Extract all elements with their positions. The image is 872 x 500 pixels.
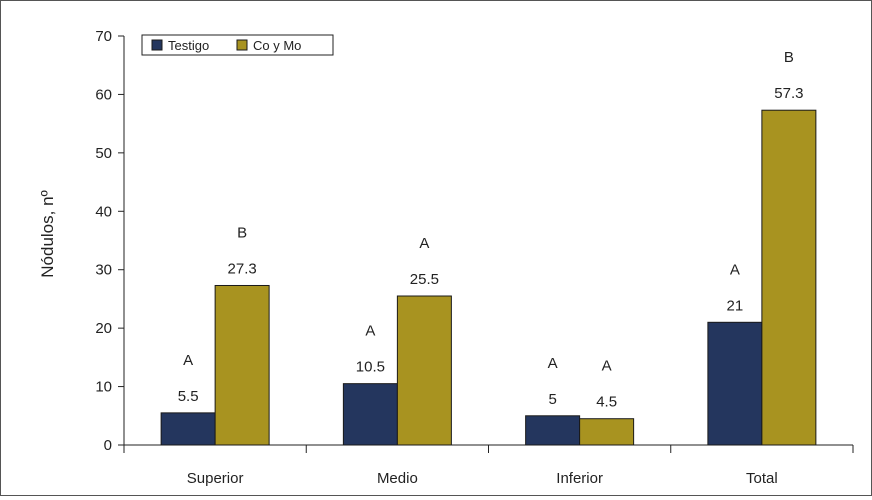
bar-co-y-mo bbox=[396, 295, 452, 446]
data-labels: 5.5 A 10.5 A 5 A 21 A 27.3 B 25.5 A 4.5 A 57.3 B bbox=[178, 49, 804, 411]
value-label: 5.5 bbox=[178, 388, 199, 405]
significance-letter: B bbox=[784, 49, 794, 66]
significance-letter: A bbox=[602, 358, 612, 375]
significance-letter: A bbox=[183, 352, 193, 369]
bars bbox=[160, 109, 817, 446]
value-label: 5 bbox=[548, 391, 556, 408]
legend-swatch bbox=[236, 39, 248, 51]
significance-letter: B bbox=[237, 224, 247, 241]
significance-letter: A bbox=[730, 261, 740, 278]
bar-co-y-mo bbox=[214, 284, 270, 446]
y-tick-label: 30 bbox=[95, 262, 112, 279]
y-tick-label: 10 bbox=[95, 379, 112, 396]
y-tick-label: 40 bbox=[95, 203, 112, 220]
value-label: 57.3 bbox=[774, 85, 803, 102]
x-tick-label: Medio bbox=[377, 470, 418, 487]
y-tick-label: 0 bbox=[104, 437, 112, 454]
legend-label: Co y Mo bbox=[253, 38, 301, 53]
legend: Testigo Co y Mo bbox=[141, 34, 334, 56]
y-axis-label: Nódulos, nº bbox=[38, 190, 57, 277]
bar-co-y-mo bbox=[579, 418, 635, 446]
axes: 0 10 20 30 40 50 60 70 Superior Medio Inferior Tota… bbox=[95, 28, 854, 487]
significance-letter: A bbox=[548, 355, 558, 372]
bar-co-y-mo bbox=[761, 109, 817, 446]
y-tick-label: 60 bbox=[95, 86, 112, 103]
value-label: 25.5 bbox=[410, 271, 439, 288]
legend-swatch bbox=[151, 39, 163, 51]
x-tick-label: Inferior bbox=[556, 470, 603, 487]
x-tick-label: Total bbox=[746, 470, 778, 487]
significance-letter: A bbox=[419, 235, 429, 252]
bar-testigo bbox=[707, 321, 763, 446]
bar-testigo bbox=[525, 415, 581, 446]
x-tick-label: Superior bbox=[187, 470, 244, 487]
bar-testigo bbox=[160, 412, 216, 446]
value-label: 4.5 bbox=[596, 394, 617, 411]
legend-label: Testigo bbox=[168, 38, 209, 53]
value-label: 10.5 bbox=[356, 359, 385, 376]
bar-testigo bbox=[342, 383, 398, 446]
value-label: 21 bbox=[727, 297, 744, 314]
value-label: 27.3 bbox=[228, 260, 257, 277]
y-tick-label: 70 bbox=[95, 28, 112, 45]
significance-letter: A bbox=[365, 323, 375, 340]
y-tick-label: 20 bbox=[95, 320, 112, 337]
y-tick-label: 50 bbox=[95, 145, 112, 162]
